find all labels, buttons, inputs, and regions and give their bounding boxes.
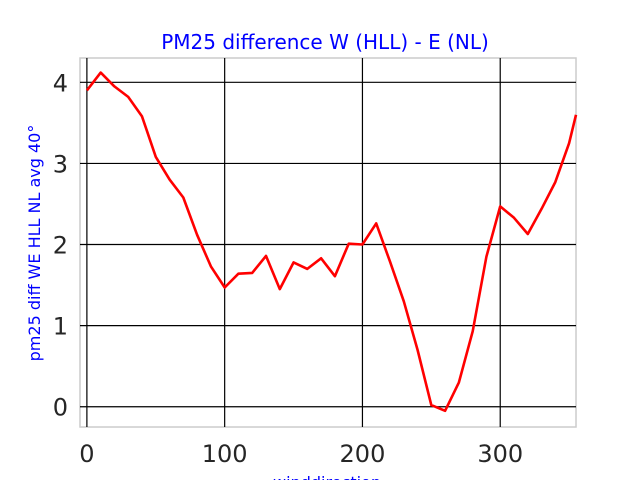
x-tick-labels: 0 100 200 300 <box>79 440 523 468</box>
y-axis-label: pm25 diff WE HLL NL avg 40° <box>25 125 44 362</box>
x-tick-label: 0 <box>79 440 94 468</box>
y-gridlines <box>80 81 576 408</box>
x-tick-label: 300 <box>477 440 523 468</box>
x-tick-label: 100 <box>202 440 248 468</box>
y-tick-label: 3 <box>53 150 68 178</box>
series-line <box>85 71 578 413</box>
y-tick-labels: 0 1 2 3 4 <box>53 69 68 421</box>
x-axis-label: winddirection <box>273 473 381 480</box>
y-tick-label: 4 <box>53 69 68 97</box>
y-tick-label: 2 <box>53 232 68 260</box>
y-tick-label: 1 <box>53 313 68 341</box>
x-tick-label: 200 <box>340 440 386 468</box>
y-tick-label: 0 <box>53 394 68 422</box>
plot-area <box>79 57 577 428</box>
chart-title: PM25 difference W (HLL) - E (NL) <box>161 30 489 54</box>
